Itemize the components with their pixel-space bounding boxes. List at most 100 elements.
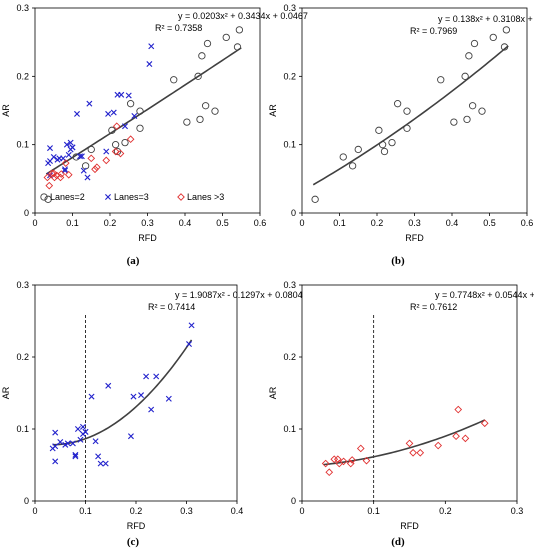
data-point	[146, 61, 153, 68]
data-point	[102, 156, 111, 165]
data-point	[500, 43, 509, 51]
data-point	[348, 162, 357, 170]
data-point	[196, 115, 204, 124]
data-point	[409, 448, 417, 457]
x-stroke	[127, 433, 134, 440]
fit-curve	[312, 45, 509, 186]
data-point	[403, 107, 411, 115]
data-point	[121, 138, 129, 147]
x-stroke	[84, 174, 91, 181]
data-point	[348, 456, 357, 464]
data-point	[111, 141, 120, 149]
data-point	[454, 405, 463, 414]
x-tick-label: 0.2	[371, 218, 384, 228]
data-point	[186, 341, 193, 348]
x-tick-label: 0.1	[79, 506, 92, 516]
data-point	[118, 91, 125, 98]
data-point	[105, 382, 112, 389]
x-stroke	[118, 91, 125, 98]
data-point	[57, 438, 64, 445]
data-point	[122, 123, 128, 130]
data-point	[403, 124, 411, 132]
x-stroke	[102, 460, 109, 467]
data-point	[45, 181, 54, 190]
legend-marker	[105, 194, 111, 200]
r-squared: R² = 0.7414	[148, 302, 195, 312]
data-point	[461, 434, 470, 443]
data-point	[60, 155, 67, 162]
data-point	[339, 153, 347, 161]
data-point	[126, 100, 135, 108]
data-point	[183, 118, 191, 126]
data-point	[78, 153, 85, 160]
data-point	[489, 33, 497, 42]
y-axis-label: AR	[1, 386, 11, 399]
data-point	[72, 453, 79, 460]
panel-label: (a)	[127, 255, 140, 267]
x-tick-label: 0	[32, 218, 37, 228]
x-tick-label: 0.2	[104, 218, 117, 228]
x-stroke	[105, 194, 111, 200]
data-point	[82, 428, 89, 435]
data-point	[405, 439, 414, 448]
y-tick-label: 0.1	[283, 424, 296, 434]
y-axis-label: AR	[268, 386, 278, 399]
data-point	[130, 393, 137, 400]
x-stroke	[103, 148, 110, 155]
x-stroke	[186, 341, 193, 348]
x-tick-label: 0.3	[511, 506, 524, 516]
panel-label: (d)	[391, 536, 405, 548]
x-stroke	[148, 406, 155, 413]
data-point	[148, 43, 155, 50]
x-stroke	[57, 438, 64, 445]
data-point	[354, 145, 362, 154]
data-point	[437, 76, 445, 84]
data-point	[112, 122, 121, 131]
data-point	[64, 170, 73, 179]
x-stroke	[77, 153, 83, 160]
x-stroke	[146, 61, 153, 68]
data-point	[97, 460, 104, 467]
data-point	[44, 195, 52, 203]
data-point	[203, 39, 212, 48]
data-point	[378, 141, 387, 149]
plot-frame	[301, 284, 518, 502]
panel-label: (b)	[391, 255, 405, 267]
x-axis-label: RFD	[138, 233, 157, 243]
data-point	[468, 102, 477, 110]
data-point	[57, 170, 66, 178]
x-tick-label: 0.4	[231, 506, 244, 516]
x-stroke	[188, 322, 195, 329]
data-point	[233, 43, 242, 51]
x-tick-label: 0.4	[179, 218, 192, 228]
x-stroke	[67, 139, 74, 146]
fit-curve	[52, 339, 193, 446]
x-axis-label: RFD	[405, 233, 424, 243]
legend-marker	[177, 193, 185, 201]
legend: Lanes=2 Lanes=3 Lanes >3	[40, 192, 224, 202]
x-stroke	[65, 151, 72, 158]
data-point	[93, 163, 101, 172]
data-point	[87, 154, 96, 163]
data-point	[143, 373, 150, 380]
x-stroke	[69, 440, 76, 447]
x-stroke	[52, 458, 59, 465]
x-stroke	[47, 172, 53, 179]
data-point	[194, 72, 202, 80]
y-tick-label: 0.2	[283, 71, 296, 81]
y-tick-label: 0.2	[283, 352, 296, 362]
data-point	[136, 124, 144, 132]
data-point	[52, 443, 59, 450]
data-point	[62, 166, 68, 173]
fit-equation: y = 1.9087x² - 0.1297x + 0.0804	[175, 290, 303, 300]
x-stroke	[62, 166, 68, 173]
data-point	[74, 110, 80, 117]
y-tick-label: 0.3	[16, 280, 29, 290]
r-squared: R² = 0.7612	[410, 302, 457, 312]
data-point	[110, 109, 117, 116]
x-tick-label: 0.3	[408, 218, 421, 228]
x-stroke	[138, 392, 145, 399]
data-point	[111, 147, 120, 156]
x-stroke	[130, 393, 137, 400]
